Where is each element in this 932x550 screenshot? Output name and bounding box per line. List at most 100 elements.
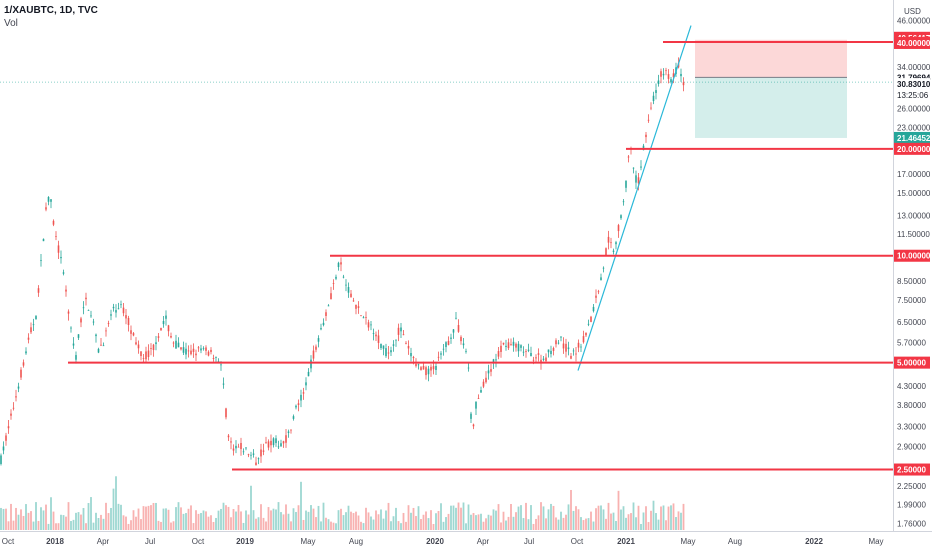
candle-body (360, 315, 362, 317)
volume-bar (37, 520, 40, 530)
candle-body (202, 348, 205, 350)
candle-body (355, 304, 357, 309)
volume-bar (532, 523, 535, 530)
volume-bar (337, 510, 340, 530)
volume-bar (240, 511, 242, 530)
candle-body (452, 329, 455, 333)
target-price-label-bg (894, 131, 930, 144)
volume-bar (605, 518, 607, 530)
volume-bar (560, 511, 562, 530)
countdown-bg (894, 89, 930, 102)
volume-bar (465, 523, 467, 530)
volume-bar (282, 514, 285, 530)
candle-body (257, 458, 260, 460)
volume-bar (330, 521, 332, 530)
candle-body (80, 318, 82, 323)
candle-body (72, 343, 75, 346)
volume-bar (597, 505, 600, 530)
volume-bar (405, 521, 407, 530)
volume-bar (332, 522, 335, 530)
volume-bar (307, 511, 310, 530)
volume-bar (527, 519, 530, 530)
volume-bar (25, 504, 27, 530)
candle-body (225, 408, 227, 418)
candle-body (212, 357, 215, 359)
candle-body (435, 365, 437, 370)
price-axis[interactable]: 46.0000040.0000034.0000030.0000026.00000… (894, 7, 931, 529)
time-tick-label: 2021 (617, 537, 635, 546)
volume-bar (375, 510, 377, 530)
candle-body (362, 317, 365, 319)
volume-bar (565, 514, 567, 530)
volume-bar (237, 505, 240, 530)
trendline[interactable] (577, 25, 692, 371)
candle-body (507, 342, 510, 349)
volume-bar (600, 505, 602, 530)
volume-bar (27, 512, 30, 530)
candle-body (140, 351, 142, 357)
candle-body (237, 446, 240, 448)
volume-bar (105, 502, 107, 530)
last-price-label-bg (894, 78, 930, 91)
volume-bar (267, 507, 270, 530)
volume-bar (372, 519, 375, 530)
volume-bar (680, 512, 682, 530)
volume-bar (177, 502, 180, 530)
price-tick-label: 4.30000 (897, 382, 926, 391)
candle-body (177, 342, 180, 348)
volume-bar (67, 502, 70, 530)
candle-body (125, 315, 127, 319)
price-candles (0, 57, 685, 466)
time-tick-label: 2020 (426, 537, 444, 546)
candle-body (385, 348, 387, 357)
candle-body (402, 334, 405, 336)
volume-bar (242, 522, 245, 530)
volume-bar (555, 517, 557, 530)
volume-bar (10, 503, 12, 530)
volume-bar (7, 521, 10, 530)
volume-bar (385, 510, 387, 530)
level-label-bg (894, 249, 930, 262)
volume-bar (260, 504, 262, 530)
volume-bar (417, 506, 420, 530)
volume-bar (255, 518, 257, 530)
volume-bar (315, 517, 317, 530)
volume-bar (650, 510, 652, 530)
price-tick-label: 1.99000 (897, 501, 926, 510)
candle-body (345, 284, 347, 286)
candle-body (480, 390, 482, 393)
volume-bar (52, 511, 55, 530)
price-tick-label: 3.30000 (897, 423, 926, 432)
candle-body (227, 435, 230, 438)
volume-bar (287, 513, 290, 530)
volume-bar (265, 521, 267, 530)
candle-body (340, 262, 342, 265)
candle-body (612, 250, 615, 252)
time-tick-label: Oct (192, 537, 205, 546)
candle-body (552, 348, 555, 351)
candle-body (625, 180, 627, 188)
candle-body (477, 398, 480, 399)
volume-bar (35, 502, 37, 530)
candle-body (15, 396, 17, 398)
take-profit-zone (695, 77, 847, 138)
volume-bar (225, 505, 227, 530)
horizontal-levels[interactable] (68, 40, 893, 471)
volume-bar (562, 517, 565, 530)
volume-bar (227, 506, 230, 530)
candle-body (425, 367, 427, 376)
candle-body (562, 343, 565, 349)
price-tick-label: 8.50000 (897, 277, 926, 286)
volume-bar (422, 514, 425, 530)
volume-bar (637, 505, 640, 530)
position-zones[interactable] (0, 39, 893, 138)
volume-bar (367, 512, 370, 530)
candle-body (10, 413, 12, 416)
time-tick-label: 2022 (805, 537, 823, 546)
candle-body (280, 443, 282, 447)
candle-body (317, 338, 320, 342)
volume-bar (610, 513, 612, 530)
time-axis[interactable]: Oct 2018 Apr Jul Oct 2019 May Aug 2020 Apr Jul Oct 2… (2, 537, 884, 546)
candle-body (660, 71, 662, 77)
